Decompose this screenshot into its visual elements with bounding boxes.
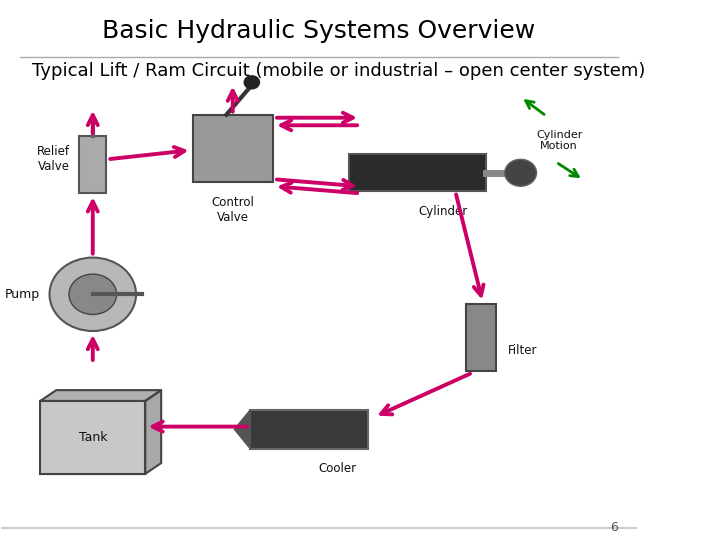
Text: Tank: Tank <box>78 431 107 444</box>
Text: Control
Valve: Control Valve <box>211 195 254 224</box>
FancyBboxPatch shape <box>251 410 368 449</box>
Text: Filter: Filter <box>508 345 537 357</box>
Text: Cooler: Cooler <box>319 462 357 475</box>
Circle shape <box>69 274 117 314</box>
Polygon shape <box>234 410 251 449</box>
FancyBboxPatch shape <box>79 137 106 193</box>
Text: Pump: Pump <box>5 288 40 301</box>
FancyBboxPatch shape <box>193 115 272 183</box>
Polygon shape <box>40 390 161 401</box>
Circle shape <box>50 258 136 331</box>
Text: Relief
Valve: Relief Valve <box>37 145 70 173</box>
Text: Basic Hydraulic Systems Overview: Basic Hydraulic Systems Overview <box>102 19 535 43</box>
Text: Cylinder: Cylinder <box>418 205 467 218</box>
FancyBboxPatch shape <box>466 303 496 372</box>
Text: 6: 6 <box>610 521 618 534</box>
Text: Typical Lift / Ram Circuit (mobile or industrial – open center system): Typical Lift / Ram Circuit (mobile or in… <box>32 62 646 80</box>
FancyBboxPatch shape <box>349 154 485 191</box>
Text: Cylinder
Motion: Cylinder Motion <box>536 130 582 151</box>
Circle shape <box>244 76 259 89</box>
Polygon shape <box>40 401 145 474</box>
Circle shape <box>505 159 536 186</box>
Polygon shape <box>145 390 161 474</box>
